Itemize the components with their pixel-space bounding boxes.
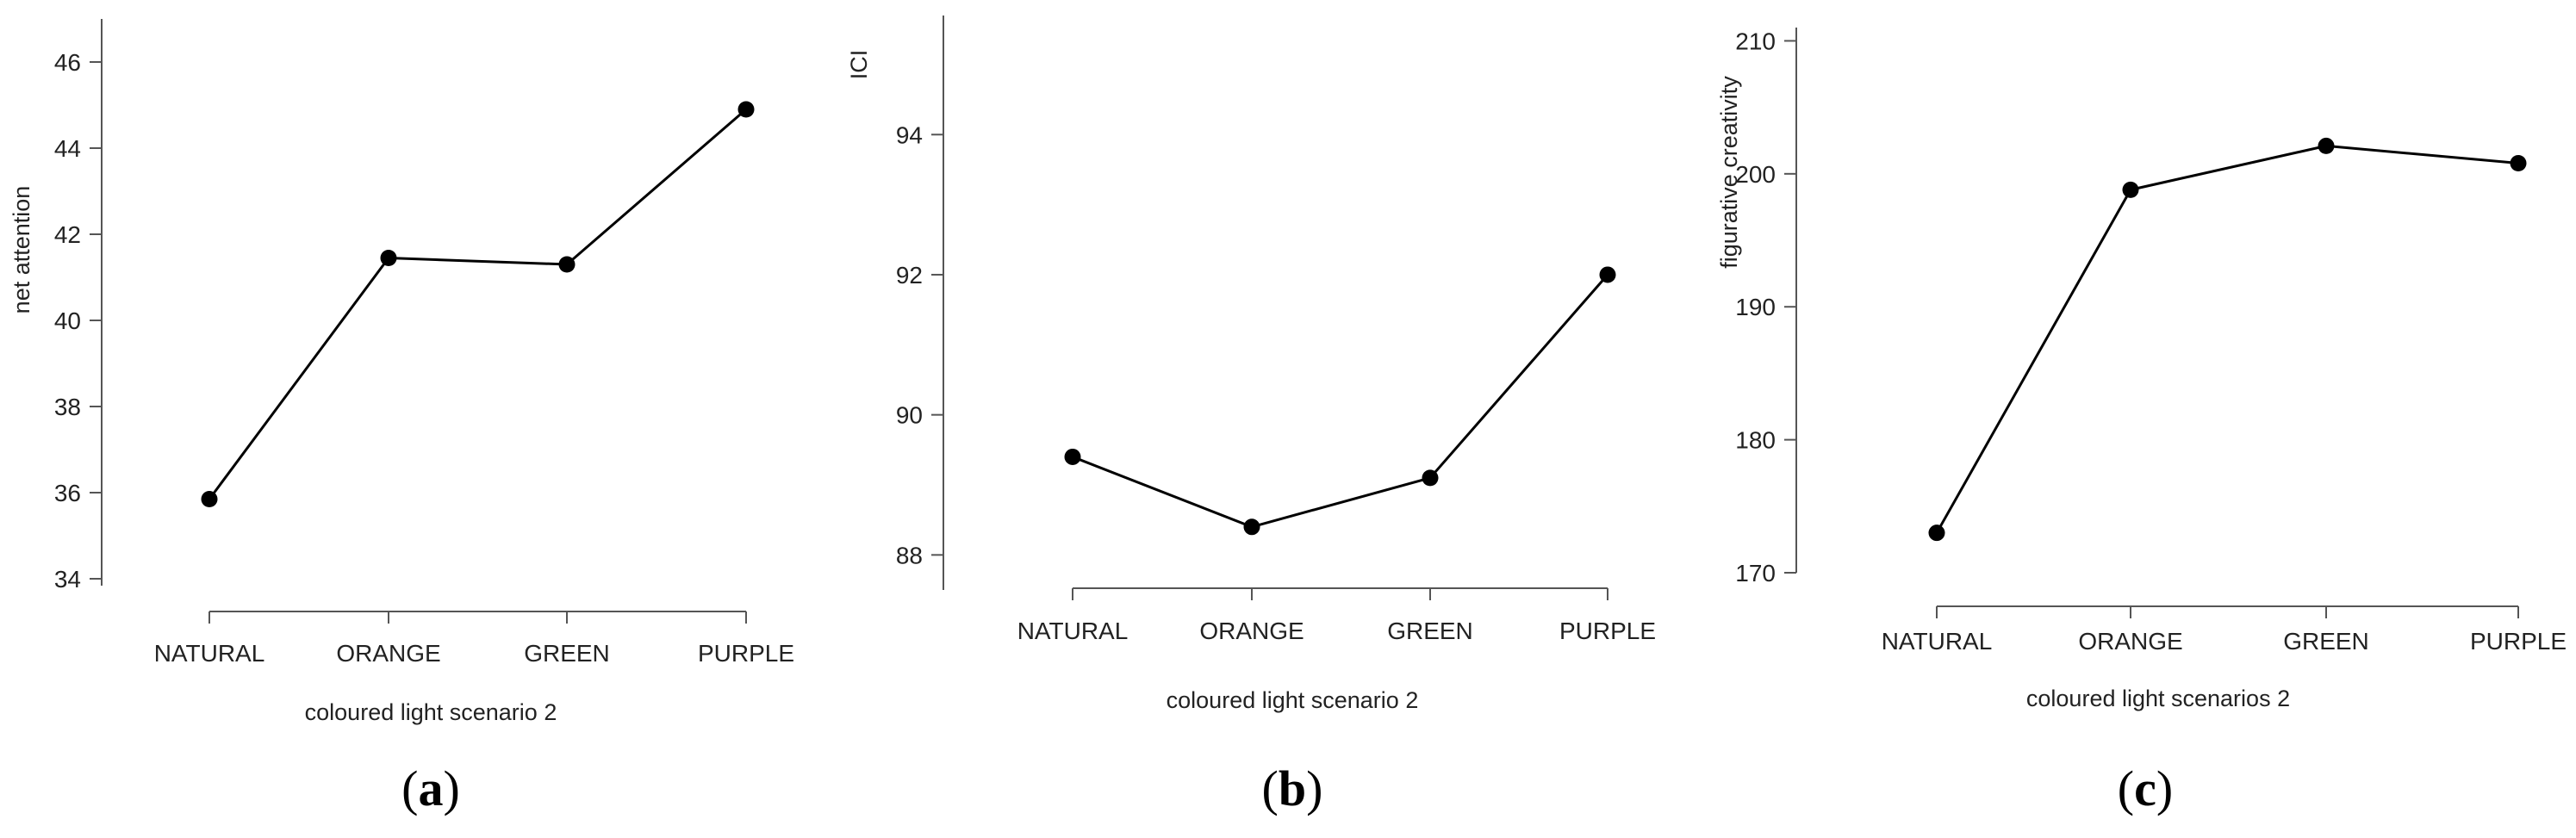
y-ticks-b: 88 90 92 94	[896, 121, 943, 568]
x-tick-label: NATURAL	[1882, 628, 1993, 655]
chart-panel-c: 170 180 190 200 210 NATURAL ORANGE GREEN PURPLE…	[1716, 28, 2567, 816]
data-point	[1599, 266, 1616, 283]
y-tick-label: 36	[54, 480, 81, 506]
y-tick-label: 180	[1735, 427, 1776, 454]
panel-letter-a: a	[419, 760, 444, 816]
data-point	[380, 250, 397, 266]
y-tick-label: 44	[54, 135, 81, 162]
series-line-c	[1935, 144, 2519, 534]
y-tick-label: 170	[1735, 560, 1776, 587]
x-tick-label: ORANGE	[2078, 628, 2182, 655]
data-point	[558, 256, 576, 273]
panel-label-c: (c)	[2118, 760, 2173, 816]
y-ticks-a: 34 36 38 40 42 44 46	[54, 49, 102, 593]
y-tick-label: 88	[896, 542, 923, 568]
panel-label-b: (b)	[1262, 760, 1323, 816]
x-tick-label: PURPLE	[2470, 628, 2567, 655]
y-tick-label: 94	[896, 121, 923, 148]
panel-letter-b: b	[1279, 760, 1306, 816]
y-tick-label: 92	[896, 262, 923, 289]
data-point	[1243, 518, 1260, 536]
y-tick-label: 34	[54, 566, 81, 593]
data-point	[737, 101, 755, 118]
panel-label-a: (a)	[401, 760, 460, 816]
y-tick-label: 90	[896, 402, 923, 429]
x-tick-label: ORANGE	[1199, 618, 1304, 644]
x-tick-label: NATURAL	[1017, 618, 1129, 644]
x-tick-label: PURPLE	[698, 640, 794, 667]
y-tick-label: 42	[54, 221, 81, 248]
points-b	[1064, 266, 1616, 536]
y-tick-label: 40	[54, 307, 81, 334]
y-tick-label: 200	[1735, 161, 1776, 188]
x-axis-title-c: coloured light scenarios 2	[2026, 686, 2290, 711]
y-axis-title-b: ICI	[846, 50, 872, 80]
chart-panel-b: 88 90 92 94 NATURAL ORANGE GREEN PURPLE ICI co…	[846, 16, 1656, 816]
y-tick-label: 190	[1735, 294, 1776, 320]
data-point	[2122, 181, 2139, 198]
x-tick-label: NATURAL	[154, 640, 265, 667]
x-axis-title-b: coloured light scenario 2	[1167, 687, 1419, 713]
data-point	[1422, 469, 1439, 487]
x-ticks-c: NATURAL ORANGE GREEN PURPLE	[1882, 606, 2567, 655]
x-tick-label: GREEN	[2283, 628, 2369, 655]
x-axis-title-a: coloured light scenario 2	[305, 699, 557, 725]
y-ticks-c: 170 180 190 200 210	[1735, 28, 1796, 587]
x-ticks-a: NATURAL ORANGE GREEN PURPLE	[154, 611, 794, 667]
x-tick-label: ORANGE	[336, 640, 440, 667]
panel-letter-c: c	[2134, 760, 2156, 816]
series-line-b	[1072, 273, 1609, 529]
points-a	[201, 101, 755, 507]
y-tick-label: 38	[54, 394, 81, 420]
x-tick-label: PURPLE	[1559, 618, 1656, 644]
x-tick-label: GREEN	[1387, 618, 1473, 644]
data-point	[201, 491, 218, 507]
y-tick-label: 210	[1735, 28, 1776, 54]
x-tick-label: GREEN	[524, 640, 610, 667]
y-axis-title-c: figurative creativity	[1716, 76, 1742, 269]
points-c	[1928, 137, 2527, 542]
data-point	[2510, 154, 2527, 171]
data-point	[1064, 448, 1081, 465]
x-ticks-b: NATURAL ORANGE GREEN PURPLE	[1017, 588, 1656, 644]
y-tick-label: 46	[54, 49, 81, 76]
y-axis-title-a: net attention	[9, 186, 34, 314]
data-point	[1928, 525, 1945, 542]
data-point	[2318, 137, 2335, 154]
series-line-a	[208, 108, 747, 500]
